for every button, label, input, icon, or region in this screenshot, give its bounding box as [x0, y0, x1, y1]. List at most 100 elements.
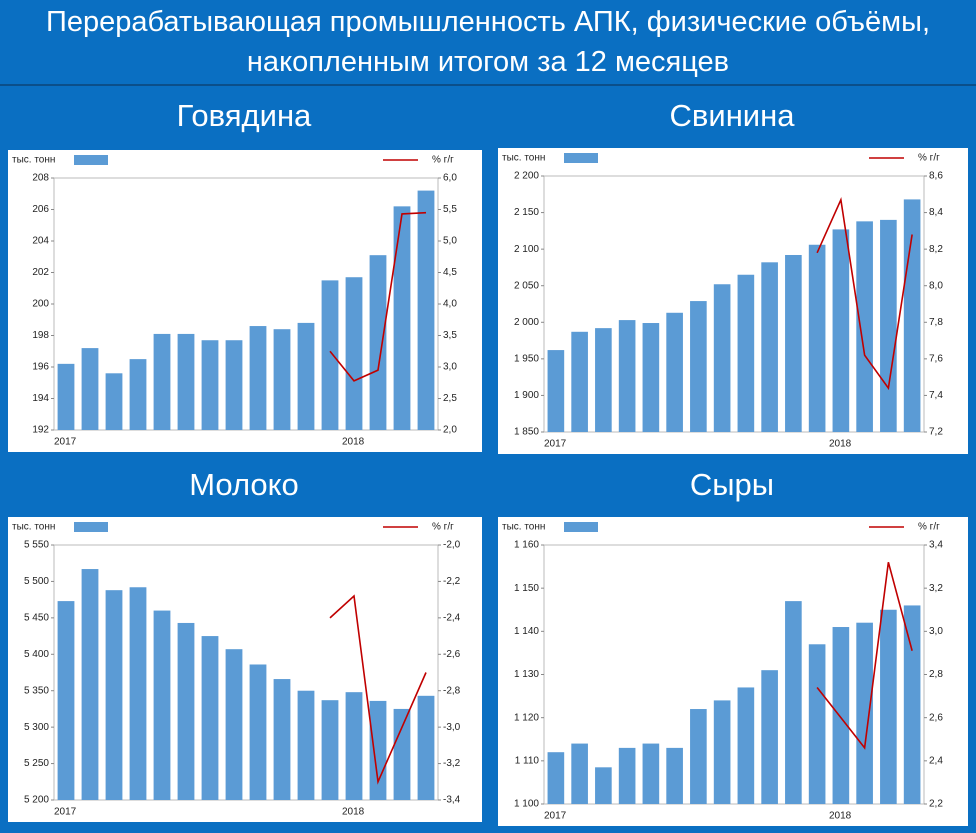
panel-title: Говядина	[176, 98, 312, 133]
y-tick-label: 1 850	[514, 427, 539, 438]
y2-tick-label: 3,2	[929, 583, 943, 594]
bar	[273, 329, 291, 430]
bar	[808, 244, 826, 432]
x-tick-label: 2018	[829, 439, 852, 450]
bar	[249, 664, 267, 800]
bar	[297, 322, 315, 430]
chart-panel: 1 850 1 900 1 950 2 000 2 050 2 100 2 150 2 200…	[498, 148, 968, 454]
chart-panel: 192 194 196 198 200 202 204 206 208 2,0 2,5 3,0 3,5 4…	[8, 150, 482, 452]
bar	[571, 331, 588, 432]
x-tick-label: 2017	[54, 807, 77, 818]
y2-tick-label: 7,4	[929, 390, 943, 401]
bar	[880, 609, 897, 804]
bar	[393, 206, 411, 430]
y-tick-label: 5 450	[24, 612, 49, 623]
y2-tick-label: 2,4	[929, 755, 943, 766]
y2-tick-label: 7,2	[929, 427, 943, 438]
y-tick-label: 202	[32, 267, 49, 278]
bar	[666, 747, 683, 804]
bar	[832, 627, 850, 804]
x-tick-label: 2018	[342, 437, 365, 448]
bar	[369, 700, 387, 800]
bar	[225, 340, 243, 430]
bar	[832, 229, 850, 432]
y2-tick-label: -3,2	[443, 758, 461, 769]
chart-panel: 5 200 5 250 5 300 5 350 5 400 5 450 5 500 5 550…	[8, 517, 482, 822]
chart: 5 200 5 250 5 300 5 350 5 400 5 450 5 500 5 550…	[12, 522, 461, 818]
legend-label: % г/г	[918, 153, 940, 164]
bar	[177, 333, 195, 430]
bar	[713, 284, 731, 432]
y2-tick-label: 5,0	[443, 236, 457, 247]
bar	[903, 605, 921, 804]
line	[816, 196, 913, 391]
y2-tick-label: 8,2	[929, 244, 943, 255]
bar	[737, 274, 755, 432]
y-tick-label: 5 400	[24, 649, 49, 660]
y2-tick-label: 8,0	[929, 280, 943, 291]
y2-tick-label: -3,4	[443, 795, 461, 806]
bar	[345, 277, 363, 430]
y-tick-label: 2 200	[514, 171, 539, 182]
y2-tick-label: 4,5	[443, 267, 457, 278]
legend-swatch	[74, 522, 108, 532]
y-tick-label: 2 050	[514, 280, 539, 291]
bar	[417, 695, 435, 800]
legend-label: тыс. тонн	[502, 153, 545, 164]
y-tick-label: 1 150	[514, 583, 539, 594]
chart: 1 850 1 900 1 950 2 000 2 050 2 100 2 150 2 200…	[502, 153, 943, 450]
y-tick-label: 1 900	[514, 390, 539, 401]
y-tick-label: 208	[32, 173, 49, 184]
y2-tick-label: 7,6	[929, 353, 943, 364]
legend-label: тыс. тонн	[12, 155, 55, 166]
x-tick-label: 2018	[829, 811, 852, 822]
y2-tick-label: 8,4	[929, 207, 943, 218]
bar	[690, 709, 707, 804]
bar	[201, 636, 219, 800]
bar	[369, 255, 387, 430]
bar	[153, 333, 171, 430]
legend-label: % г/г	[432, 155, 454, 166]
y2-tick-label: -2,8	[443, 685, 461, 696]
legend-swatch	[74, 155, 108, 165]
x-tick-label: 2018	[342, 807, 365, 818]
bar	[571, 743, 588, 804]
y2-tick-label: 3,0	[443, 362, 457, 373]
bar	[737, 687, 755, 804]
bar	[129, 587, 147, 800]
y-tick-label: 200	[32, 299, 49, 310]
y2-tick-label: 2,0	[443, 425, 457, 436]
y-tick-label: 5 300	[24, 722, 49, 733]
slide-title: Перерабатывающая промышленность АПК, физ…	[0, 0, 976, 86]
y-tick-label: 196	[32, 362, 49, 373]
bar	[666, 312, 683, 432]
bar	[225, 649, 243, 800]
chart-panel: 1 100 1 110 1 120 1 130 1 140 1 150 1 160 2,2 2,…	[498, 517, 968, 826]
bar	[808, 644, 826, 804]
y-tick-label: 5 500	[24, 576, 49, 587]
y2-tick-label: -2,6	[443, 649, 461, 660]
y-tick-label: 1 950	[514, 353, 539, 364]
y2-tick-label: 2,8	[929, 669, 943, 680]
y-tick-label: 2 000	[514, 317, 539, 328]
bar	[690, 301, 707, 432]
line	[329, 594, 427, 785]
y-tick-label: 2 100	[514, 244, 539, 255]
bar	[595, 328, 612, 432]
y2-tick-label: 5,5	[443, 204, 457, 215]
y-tick-label: 1 110	[515, 755, 540, 766]
legend-label: % г/г	[918, 522, 940, 533]
y2-tick-label: 4,0	[443, 299, 457, 310]
bar	[153, 610, 171, 800]
y-tick-label: 198	[32, 330, 49, 341]
y-tick-label: 204	[32, 236, 49, 247]
legend-label: тыс. тонн	[12, 522, 55, 533]
bar	[761, 670, 778, 804]
bar	[547, 350, 565, 432]
y2-tick-label: 3,5	[443, 330, 457, 341]
panel-title: Молоко	[189, 467, 299, 502]
bar	[129, 359, 147, 430]
bar	[642, 743, 660, 804]
bar	[417, 190, 435, 430]
